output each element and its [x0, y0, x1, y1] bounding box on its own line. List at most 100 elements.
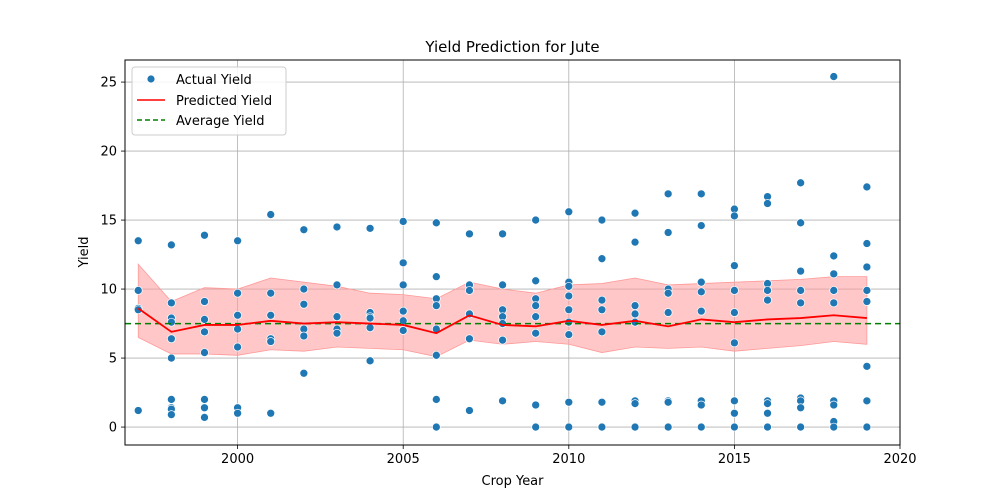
actual-yield-point: [862, 262, 872, 272]
actual-yield-point: [763, 199, 772, 208]
y-tick-label: 0: [109, 421, 117, 436]
actual-yield-point: [465, 229, 474, 239]
actual-yield-point: [365, 224, 375, 233]
actual-yield-point: [431, 422, 441, 432]
actual-yield-point: [862, 396, 872, 406]
actual-yield-point: [133, 286, 143, 295]
actual-yield-point: [167, 395, 176, 404]
actual-yield-point: [233, 310, 242, 320]
actual-yield-point: [498, 396, 507, 406]
actual-yield-point: [200, 403, 209, 413]
actual-yield-point: [531, 422, 541, 432]
actual-yield-point: [630, 301, 640, 310]
actual-yield-point: [564, 207, 574, 217]
plot-frame: [124, 59, 901, 446]
actual-yield-point: [299, 368, 309, 378]
y-tick-label: 25: [100, 76, 117, 91]
x-tick-label: 2015: [718, 452, 751, 467]
actual-yield-point: [299, 331, 309, 341]
actual-yield-point: [332, 222, 342, 232]
actual-yield-point: [398, 258, 408, 268]
actual-yield-point: [763, 286, 772, 295]
actual-yield-point: [730, 396, 739, 406]
actual-yield-point: [200, 297, 209, 306]
actual-yield-point: [233, 342, 242, 352]
legend-marker-actual: [146, 74, 156, 84]
y-tick-label: 5: [109, 352, 117, 367]
actual-yield-point: [796, 298, 805, 308]
actual-yield-point: [862, 286, 872, 295]
actual-yield-point: [663, 422, 673, 432]
actual-yield-point: [431, 218, 441, 228]
actual-yield-point: [862, 422, 872, 432]
actual-yield-point: [398, 280, 408, 290]
actual-yield-point: [531, 400, 541, 410]
actual-yield-point: [266, 288, 276, 298]
actual-yield-point: [531, 312, 541, 322]
actual-yield-point: [531, 301, 541, 310]
actual-yield-point: [663, 288, 673, 298]
y-tick-label: 20: [100, 145, 117, 160]
actual-yield-point: [133, 236, 143, 246]
actual-yield-point: [167, 240, 176, 250]
actual-yield-point: [564, 281, 574, 291]
actual-yield-point: [167, 317, 176, 327]
legend-label-average: Average Yield: [176, 114, 264, 129]
actual-yield-point: [597, 327, 607, 337]
actual-yield-point: [200, 395, 209, 404]
y-axis-ticks: 0 5 10 15 20 25: [100, 76, 125, 436]
actual-yield-point: [200, 230, 209, 240]
actual-yield-point: [564, 305, 574, 315]
actual-yield-point: [696, 400, 706, 410]
actual-yield-point: [266, 337, 276, 346]
actual-yield-point: [332, 328, 342, 338]
actual-yield-point: [829, 286, 839, 295]
actual-yield-point: [730, 338, 739, 348]
actual-yield-point: [431, 301, 441, 310]
actual-yield-point: [167, 298, 176, 308]
actual-yield-point: [730, 261, 739, 270]
actual-yield-point: [200, 327, 209, 337]
actual-yield-point: [696, 189, 706, 199]
actual-yield-point: [200, 348, 209, 357]
actual-yield-point: [696, 422, 706, 432]
actual-yield-point: [531, 215, 541, 225]
actual-yield-point: [763, 399, 772, 408]
y-axis-label: Yield: [77, 237, 92, 269]
actual-yield-point: [531, 276, 541, 286]
actual-yield-point: [531, 328, 541, 338]
actual-yield-point: [233, 408, 242, 418]
actual-yield-point: [299, 284, 309, 294]
actual-yield-points: [133, 72, 872, 432]
actual-yield-point: [299, 225, 309, 235]
actual-yield-point: [498, 335, 507, 345]
actual-yield-point: [696, 277, 706, 287]
actual-yield-point: [167, 334, 176, 344]
actual-yield-point: [829, 422, 839, 432]
actual-yield-point: [233, 288, 242, 298]
actual-yield-point: [200, 413, 209, 422]
actual-yield-point: [365, 356, 375, 366]
actual-yield-point: [796, 286, 805, 295]
chart-title: Yield Prediction for Jute: [424, 38, 599, 56]
actual-yield-point: [597, 422, 607, 432]
actual-yield-point: [796, 266, 805, 276]
actual-yield-point: [564, 397, 574, 407]
actual-yield-point: [730, 286, 739, 295]
actual-yield-point: [133, 305, 143, 315]
actual-yield-point: [796, 403, 805, 413]
actual-yield-point: [730, 422, 739, 432]
actual-yield-point: [332, 312, 342, 322]
actual-yield-point: [398, 217, 408, 226]
actual-yield-point: [564, 422, 574, 432]
actual-yield-point: [696, 287, 706, 297]
actual-yield-point: [200, 315, 209, 324]
actual-yield-point: [796, 422, 805, 432]
actual-yield-point: [829, 251, 839, 261]
actual-yield-point: [498, 280, 507, 290]
actual-yield-point: [233, 236, 242, 246]
actual-yield-point: [564, 291, 574, 301]
actual-yield-point: [564, 330, 574, 339]
actual-yield-point: [829, 298, 839, 308]
